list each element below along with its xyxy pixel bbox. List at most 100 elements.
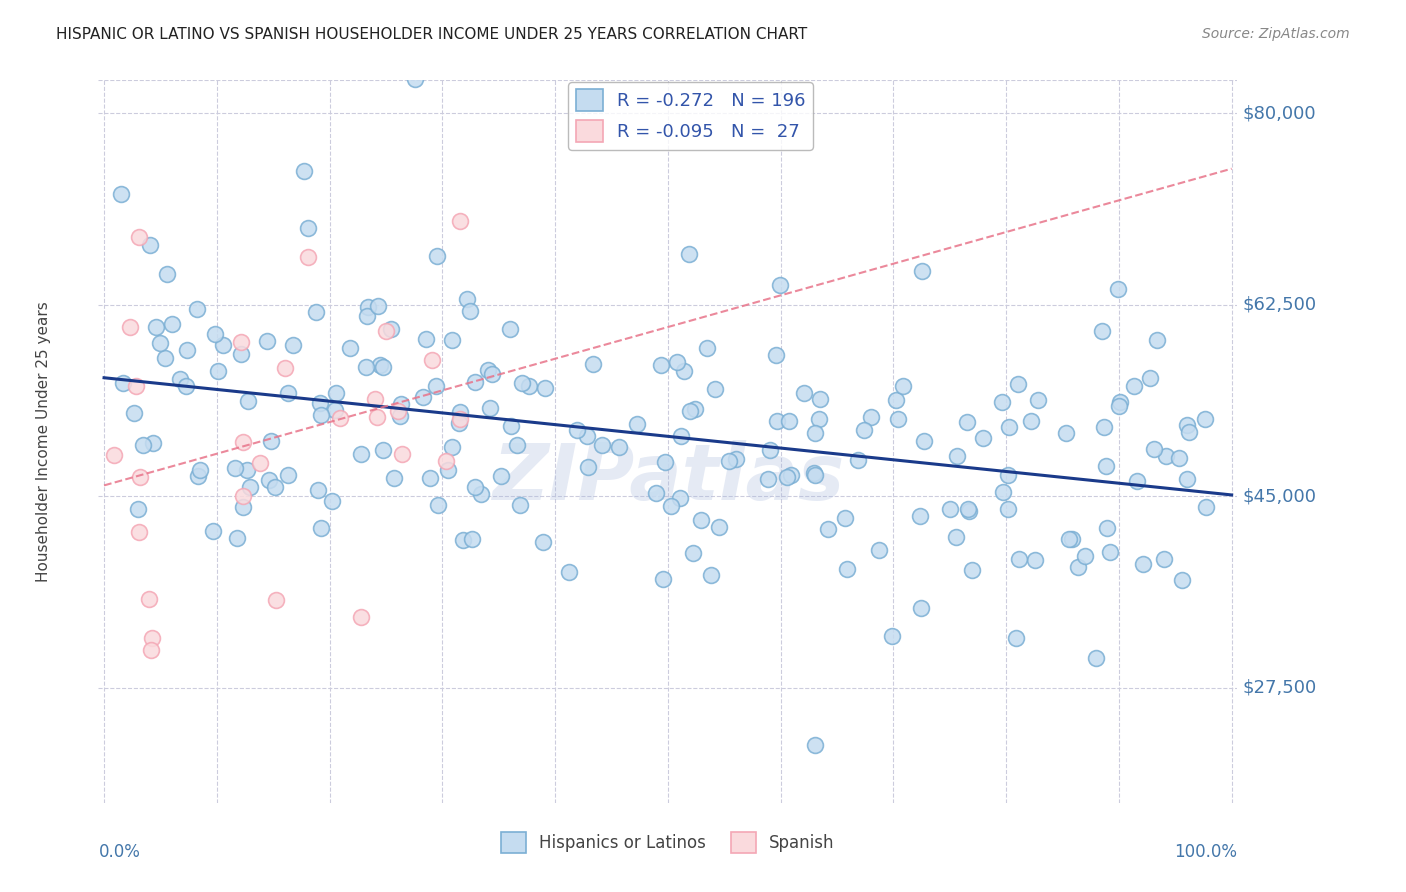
Point [946, 449, 969, 463]
Point [1056, 426, 1078, 441]
Point [1092, 420, 1115, 434]
Point [368, 358, 391, 372]
Point [1154, 449, 1177, 463]
Point [957, 503, 980, 517]
Point [668, 491, 690, 506]
Point [882, 629, 904, 643]
Point [127, 501, 149, 516]
Point [387, 404, 409, 418]
Point [415, 332, 437, 346]
Point [128, 470, 150, 484]
Point [717, 454, 740, 468]
Point [650, 359, 672, 373]
Point [659, 499, 682, 513]
Point [776, 469, 799, 483]
Point [202, 524, 225, 539]
Point [939, 502, 962, 516]
Point [887, 412, 910, 426]
Point [273, 360, 295, 375]
Point [256, 334, 278, 349]
Point [311, 408, 333, 422]
Point [204, 327, 226, 342]
Point [534, 381, 557, 395]
Point [756, 472, 779, 486]
Text: Householder Income Under 25 years: Householder Income Under 25 years [37, 301, 51, 582]
Point [1194, 411, 1216, 425]
Point [363, 392, 385, 406]
Point [449, 213, 471, 227]
Point [186, 302, 208, 317]
Point [645, 485, 668, 500]
Point [793, 386, 815, 401]
Point [425, 378, 447, 392]
Point [308, 395, 330, 409]
Point [434, 454, 457, 468]
Point [389, 396, 412, 410]
Point [591, 438, 613, 452]
Point [1175, 472, 1198, 486]
Point [671, 429, 693, 443]
Point [437, 463, 460, 477]
Point [576, 429, 599, 443]
Point [128, 230, 150, 244]
Point [174, 379, 197, 393]
Point [558, 565, 581, 579]
Point [817, 522, 839, 536]
Point [1028, 392, 1050, 407]
Point [118, 319, 141, 334]
Point [991, 394, 1014, 409]
Point [945, 530, 967, 544]
Point [329, 411, 352, 425]
Point [389, 409, 412, 423]
Point [156, 267, 179, 281]
Point [997, 502, 1019, 516]
Point [993, 485, 1015, 500]
Point [419, 471, 441, 485]
Point [231, 334, 253, 349]
Point [380, 322, 402, 336]
Point [264, 480, 287, 494]
Point [724, 452, 747, 467]
Point [478, 401, 501, 415]
Point [323, 403, 346, 417]
Point [807, 412, 830, 426]
Point [1067, 560, 1090, 574]
Point [886, 392, 908, 407]
Point [297, 221, 319, 235]
Point [155, 351, 177, 365]
Point [260, 434, 283, 448]
Point [141, 632, 163, 646]
Point [510, 376, 533, 390]
Point [1146, 333, 1168, 347]
Text: $27,500: $27,500 [1243, 679, 1317, 697]
Point [456, 292, 478, 306]
Point [277, 386, 299, 401]
Point [803, 466, 825, 480]
Point [576, 460, 599, 475]
Point [128, 524, 150, 539]
Point [366, 409, 388, 424]
Point [1142, 442, 1164, 457]
Point [350, 447, 373, 461]
Point [357, 300, 380, 314]
Point [412, 390, 434, 404]
Point [626, 417, 648, 432]
Point [853, 423, 876, 437]
Point [111, 376, 134, 390]
Point [804, 739, 827, 753]
Point [145, 320, 167, 334]
Point [354, 359, 377, 374]
Point [834, 511, 856, 525]
Point [283, 338, 305, 352]
Point [972, 431, 994, 445]
Point [1062, 532, 1084, 546]
Point [122, 406, 145, 420]
Point [297, 250, 319, 264]
Point [1171, 573, 1194, 587]
Point [464, 376, 486, 390]
Point [679, 403, 702, 417]
Point [259, 473, 281, 487]
Point [404, 71, 426, 86]
Point [910, 264, 932, 278]
Point [391, 447, 413, 461]
